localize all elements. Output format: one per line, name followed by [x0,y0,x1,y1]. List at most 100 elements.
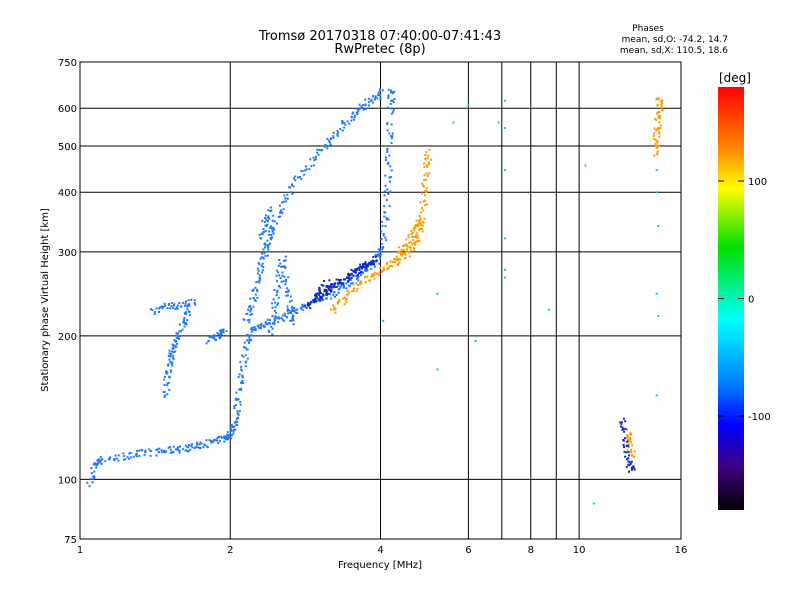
data-point [627,457,630,460]
data-point [623,430,626,433]
data-point [658,110,661,113]
data-point [268,230,271,233]
data-point [197,446,200,449]
data-point [409,246,412,249]
data-point [388,132,391,135]
data-point [383,215,386,218]
data-point [261,271,263,274]
data-point [398,246,400,249]
data-point [286,197,289,200]
data-point [660,103,663,106]
data-point [269,225,272,228]
data-point [503,99,506,102]
x-tick-label: 16 [675,545,688,556]
data-point [117,459,120,462]
data-point [626,428,628,431]
data-point [399,253,402,256]
data-point [284,259,287,262]
data-point [186,304,189,307]
data-point [252,305,255,308]
data-point [409,241,412,244]
data-point [316,148,319,151]
data-point [428,148,431,151]
data-point [287,276,290,279]
data-point [371,101,374,104]
data-point [236,424,239,426]
data-point [337,291,340,294]
data-point [91,481,94,484]
data-point [398,261,401,264]
data-point [320,284,323,286]
data-point [368,279,371,282]
data-point [321,297,324,300]
data-point [269,226,272,229]
data-point [97,460,100,463]
data-point [346,293,349,296]
data-point [631,454,634,457]
data-point [244,361,247,364]
data-point [250,330,253,333]
data-point [362,264,364,267]
data-point [115,457,118,460]
data-point [153,313,156,315]
data-point [351,282,354,285]
data-point [296,312,299,314]
data-point [292,177,295,180]
data-point [264,322,267,325]
data-point [343,286,345,289]
data-point [95,464,98,467]
data-point [315,295,318,297]
data-point [314,158,317,161]
data-point [436,368,439,371]
data-point [169,451,172,454]
data-point [234,404,237,407]
data-point [285,290,287,293]
data-point [627,435,629,438]
data-point [196,443,198,446]
data-point [377,255,380,258]
data-point [250,328,253,331]
data-point [329,137,332,140]
data-point [323,145,326,148]
data-point [268,217,271,220]
data-point [175,340,177,342]
data-point [338,288,341,290]
data-point [633,455,636,458]
data-point [404,253,407,256]
data-point [656,97,659,100]
data-point [411,232,414,234]
data-point [332,135,335,138]
x-tick-label: 10 [573,545,586,556]
data-point [624,420,627,423]
data-point [653,154,656,157]
data-point [657,97,660,100]
data-point [343,296,346,299]
data-point [123,455,126,458]
data-point [358,272,360,275]
data-point [194,303,197,306]
data-point [100,463,103,465]
data-point [390,135,393,138]
plot-frame [79,61,682,540]
data-point [280,280,283,283]
data-point [244,346,247,349]
data-point [364,281,367,284]
data-point [178,330,181,333]
y-tick-label: 75 [64,535,77,546]
data-point [426,174,429,177]
data-point [255,281,258,284]
data-point [300,178,303,180]
data-point [309,158,312,161]
data-point [407,236,410,239]
data-point [290,310,293,313]
x-tick-label: 8 [528,545,534,556]
data-point [229,424,232,427]
data-point [165,450,168,453]
data-point [258,233,261,236]
data-point [658,127,661,130]
data-point [242,382,245,384]
data-point [285,294,288,297]
data-point [283,275,286,278]
data-point [422,209,425,212]
data-point [122,452,125,455]
